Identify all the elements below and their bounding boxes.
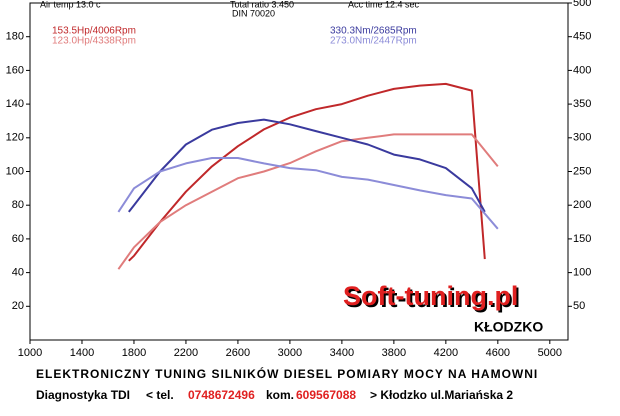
y-tick-label: 140 [6,98,24,110]
y2-tick-label: 200 [573,199,591,211]
x-tick-label: 4600 [486,347,510,359]
footer-company: Diagnostyka TDI [36,388,130,402]
x-tick-label: 4200 [434,347,458,359]
x-tick-label: 3400 [330,347,354,359]
legend-label: 273.0Nm/2447Rpm [330,36,417,47]
acc-time: Acc time 12.4 sec [348,0,420,9]
total-ratio: Total ratio 3.450 [230,0,294,9]
series-line [117,133,499,270]
logo-shadow: Soft-tuning.pl [345,283,520,313]
y-tick-label: 120 [6,132,24,144]
footer-kom-label: kom. [266,388,294,402]
legend-label: 123.0Hp/4338Rpm [52,36,136,47]
y-tick-label: 80 [12,199,24,211]
x-tick-label: 3800 [382,347,406,359]
y-tick-label: 40 [12,267,24,279]
y2-tick-label: 250 [573,165,591,177]
x-tick-label: 3000 [278,347,302,359]
x-tick-label: 2200 [174,347,198,359]
x-tick-label: 5000 [538,347,562,359]
footer-kom: 609567088 [296,388,356,402]
y2-tick-label: 350 [573,98,591,110]
footer-tel: 0748672496 [188,388,255,402]
series-line [128,118,486,213]
footer-tel-label: < tel. [146,388,174,402]
x-tick-label: 1000 [18,347,42,359]
y-tick-label: 160 [6,64,24,76]
y2-tick-label: 50 [573,300,585,312]
footer-address: > Kłodzko ul.Mariańska 2 [370,388,513,402]
x-tick-label: 1400 [70,347,94,359]
footer-title: ELEKTRONICZNY TUNING SILNIKÓW DIESEL POM… [36,366,538,381]
y-tick-label: 180 [6,31,24,43]
legend-label: 153.5Hp/4006Rpm [52,26,136,37]
air-temp: Air temp 13.0 c [40,0,101,9]
series-line [117,157,499,230]
y2-tick-label: 100 [573,267,591,279]
y2-tick-label: 300 [573,132,591,144]
x-tick-label: 1800 [122,347,146,359]
y-tick-label: 100 [6,165,24,177]
din: DIN 70020 [232,8,275,18]
y2-tick-label: 450 [573,31,591,43]
y2-tick-label: 500 [573,0,591,9]
y-tick-label: 60 [12,233,24,245]
y2-tick-label: 150 [573,233,591,245]
x-tick-label: 2600 [226,347,250,359]
logo: Soft-tuning.pl [343,281,518,311]
series-line [128,82,486,262]
y-tick-label: 20 [12,300,24,312]
logo-city: KŁODZKO [474,319,543,335]
legend-label: 330.3Nm/2685Rpm [330,26,417,37]
y2-tick-label: 400 [573,64,591,76]
